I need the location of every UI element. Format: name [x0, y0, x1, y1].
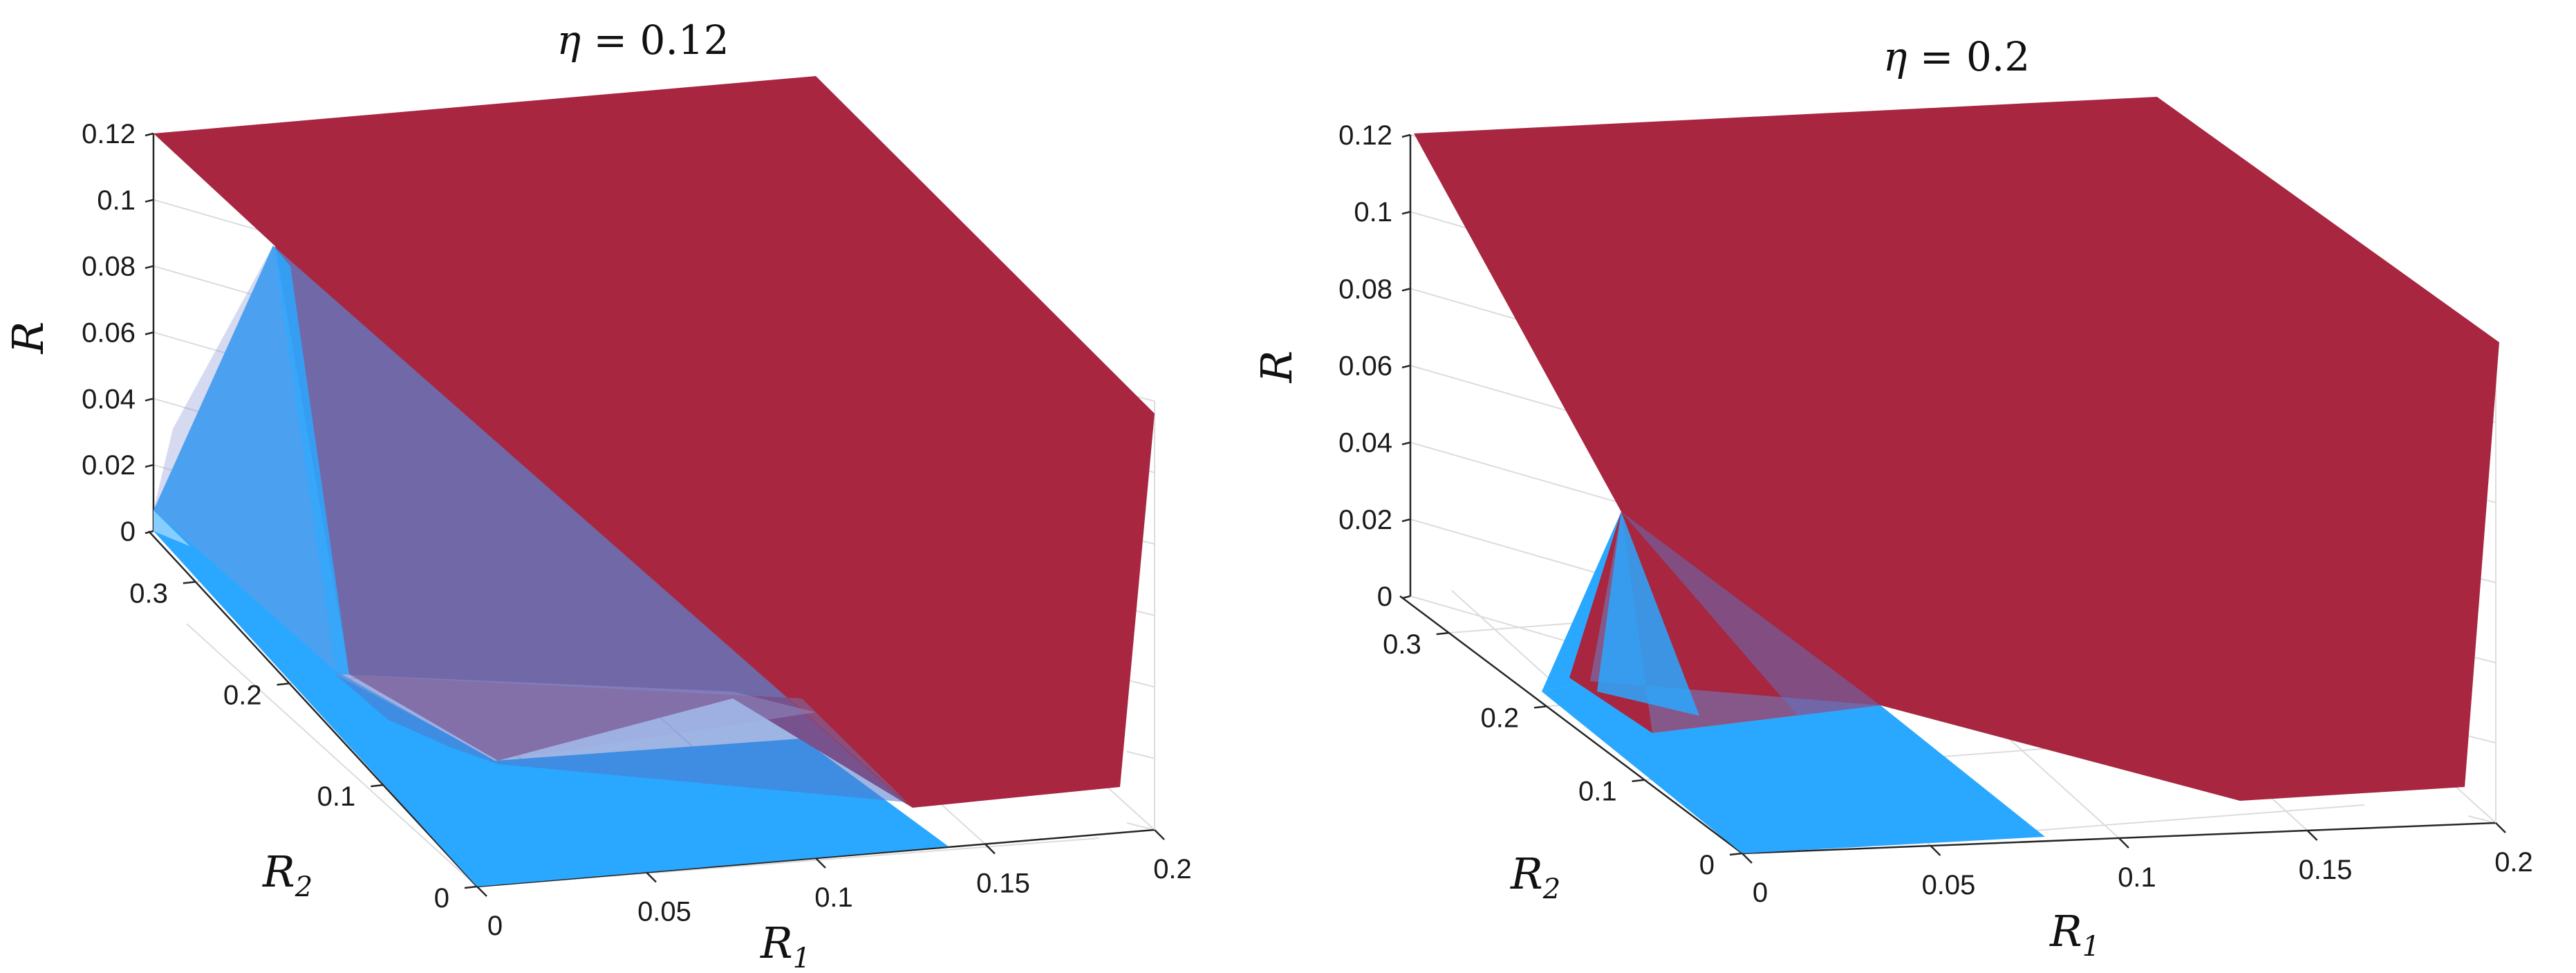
inner-pyramid-left-face [273, 245, 906, 802]
inner-region-face [1542, 512, 1621, 692]
x-axis-label: R1 [760, 918, 810, 973]
z-tick-label: 0.08 [1338, 274, 1392, 304]
z-tick-mark [144, 331, 154, 335]
inner-region-base [153, 510, 949, 887]
x-tick-label: 0.05 [1922, 870, 1976, 900]
z-tick-mark [1401, 364, 1411, 369]
z-tick-mark [1401, 133, 1411, 138]
x-tick-label: 0.1 [814, 882, 853, 913]
y-tick-mark [277, 683, 290, 686]
z-tick-label: 0.1 [1354, 197, 1392, 228]
z-tick-mark [144, 132, 154, 137]
inner-pyramid-strip [1597, 512, 1699, 716]
z-tick-mark [1401, 288, 1411, 292]
x-tick-mark [646, 871, 657, 883]
inner-pyramid-ridge [153, 245, 335, 671]
z-gridline-back [2467, 735, 2496, 744]
z-gridline-back [1126, 679, 1155, 688]
y-tick-mark [183, 581, 196, 584]
z-tick-label: 0.02 [1338, 505, 1392, 535]
y-axis-line [148, 530, 478, 887]
inner-pyramid-strip [273, 245, 349, 674]
y-tick-mark [1729, 852, 1743, 856]
y-tick-label: 0.3 [1383, 629, 1421, 660]
x-tick-mark [1930, 845, 1941, 856]
x-tick-mark [1154, 829, 1165, 840]
tick-layer: 0 0.02 0.04 0.06 0.08 0.1 0.12 0 0.1 0.2 0.3 0 0.05 0… [1338, 120, 2533, 908]
y-tick-label: 0.1 [317, 781, 356, 812]
x-tick-label: 0.05 [637, 897, 691, 927]
y-axis-label: R2 [262, 846, 312, 903]
x-tick-mark [2495, 822, 2506, 833]
y-tick-mark [1436, 631, 1449, 636]
y-tick-label: 0 [1699, 850, 1715, 880]
y-tick-label: 0 [434, 883, 449, 914]
chart-title: η = 0.2 [1883, 33, 2030, 80]
x-tick-mark [2118, 837, 2129, 849]
tick-layer: 0 0.02 0.04 0.06 0.08 0.1 0.12 0 0.1 0.2 0.3 0 0.05 0… [82, 119, 1192, 941]
z-tick-mark [144, 265, 154, 269]
chart-title: η = 0.12 [557, 17, 729, 64]
z-tick-mark [144, 530, 154, 535]
z-tick-label: 0.12 [82, 119, 136, 149]
y-axis-label: R2 [1510, 849, 1560, 905]
inner-pyramid-back [1621, 512, 1880, 716]
x-tick-mark [476, 886, 487, 897]
y-tick-mark [1632, 779, 1645, 782]
z-tick-label: 0.06 [1338, 351, 1392, 382]
inner-pyramid-back-face [273, 245, 913, 808]
y-tick-mark [1534, 705, 1547, 709]
z-tick-label: 0 [120, 517, 136, 547]
x-tick-mark [984, 843, 996, 855]
z-tick-mark [144, 398, 154, 402]
z-tick-label: 0.06 [82, 318, 136, 349]
x-tick-label: 0 [1753, 878, 1768, 908]
z-tick-mark [144, 198, 154, 203]
z-gridline-back [1126, 750, 1155, 759]
z-tick-mark [144, 463, 154, 468]
z-tick-label: 0 [1377, 582, 1392, 612]
x-tick-mark [1742, 853, 1753, 864]
z-tick-label: 0.12 [1338, 120, 1392, 151]
x-tick-label: 0.2 [1153, 854, 1192, 884]
x-tick-label: 0.15 [2299, 855, 2353, 885]
z-tick-mark [1401, 595, 1411, 600]
z-axis-label: R [1251, 351, 1302, 384]
inner-region-base [1542, 681, 2045, 853]
x-tick-label: 0 [487, 911, 503, 941]
z-tick-mark [1401, 441, 1411, 445]
panel-eta-012: η = 0.12 0 0.02 0.04 0.06 0.08 0.1 0.12 0 0.1 0.2… [3, 17, 1192, 973]
z-axis-label: R [3, 322, 53, 355]
inner-region-highlight [153, 510, 190, 546]
z-tick-label: 0.08 [82, 252, 136, 282]
z-gridline-back [2467, 815, 2496, 824]
y-axis-line [1399, 595, 1743, 854]
panel-eta-02: η = 0.2 00.020.040.060.080.10.1200.10.20… [1251, 33, 2533, 963]
z-tick-mark [1401, 518, 1411, 523]
y-tick-mark [371, 784, 384, 788]
z-tick-label: 0.1 [97, 185, 136, 216]
outer-surface [1414, 97, 2499, 801]
inner-pyramid-floor [335, 674, 816, 761]
x-tick-mark [2306, 830, 2318, 841]
x-gridline [186, 623, 478, 887]
x-tick-mark [815, 858, 826, 869]
x-tick-label: 0.15 [976, 869, 1030, 899]
y-tick-label: 0.1 [1578, 777, 1617, 807]
z-gridline-back [1126, 822, 1155, 831]
x-tick-label: 0.2 [2494, 847, 2533, 878]
inner-region-face [153, 245, 477, 887]
z-tick-label: 0.04 [1338, 428, 1392, 458]
y-tick-label: 0.2 [223, 680, 262, 710]
x-tick-label: 0.1 [2118, 862, 2156, 893]
y-tick-label: 0.3 [129, 578, 168, 609]
z-tick-label: 0.02 [82, 450, 136, 481]
z-tick-mark [1401, 210, 1411, 215]
y-tick-label: 0.2 [1481, 703, 1520, 733]
x-axis-label: R1 [2049, 906, 2100, 963]
z-tick-label: 0.04 [82, 384, 136, 414]
y-tick-mark [464, 885, 478, 889]
